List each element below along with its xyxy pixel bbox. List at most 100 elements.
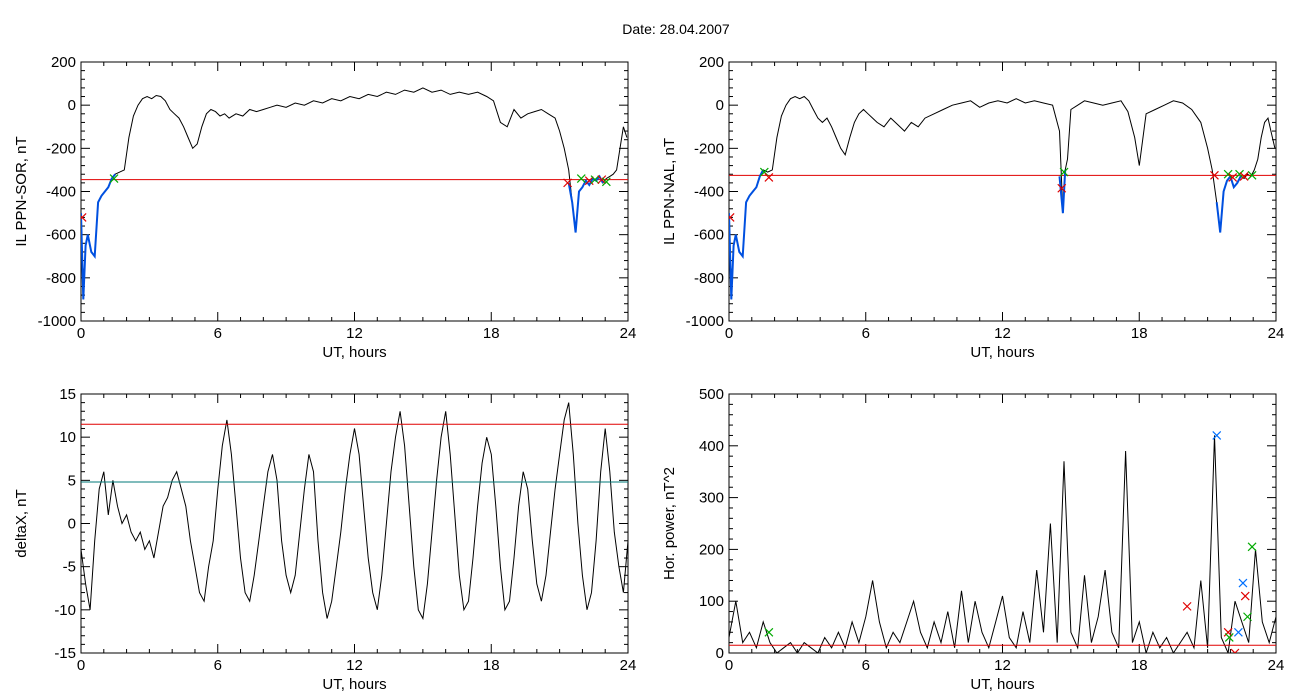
- y-tick-label: 500: [699, 386, 724, 403]
- x-tick-label: 24: [1268, 325, 1285, 342]
- series-highlight: [81, 173, 116, 300]
- marker-cross-red: [1223, 627, 1233, 637]
- marker-stroke: [764, 173, 774, 182]
- y-tick-label: -600: [694, 227, 724, 244]
- x-axis-label: UT, hours: [970, 676, 1034, 693]
- x-tick-label: 12: [994, 325, 1011, 342]
- x-tick-label: 0: [725, 325, 733, 342]
- y-axis-label: deltaX, nT: [13, 489, 30, 557]
- marker-stroke: [759, 167, 769, 177]
- marker-stroke: [576, 174, 586, 183]
- marker-stroke: [1224, 633, 1234, 642]
- y-tick-label: -200: [46, 140, 76, 157]
- y-axis-label: IL PPN-NAL, nT: [661, 138, 678, 245]
- y-tick-label: -400: [694, 184, 724, 201]
- marker-cross-red: [729, 212, 735, 222]
- marker-stroke: [1247, 542, 1257, 552]
- series-highlight: [567, 174, 604, 233]
- marker-stroke: [1230, 648, 1236, 653]
- y-tick-label: -15: [54, 645, 76, 662]
- marker-cross-green: [109, 174, 119, 183]
- plot-area-deltax: [81, 402, 628, 621]
- panel-deltax: 0 6 12 18 24 -15 -10 -5 0 5 10 15 UT, hours deltaX, n…: [13, 386, 636, 693]
- x-tick-label: 0: [725, 657, 733, 674]
- marker-stroke: [601, 177, 611, 187]
- y-tick-label: 200: [699, 541, 724, 558]
- y-tick-label: -1000: [686, 313, 724, 330]
- marker-cross-red: [764, 173, 774, 182]
- x-tick-label: 0: [77, 657, 85, 674]
- marker-stroke: [1247, 170, 1257, 180]
- marker-stroke: [729, 212, 735, 220]
- marker-stroke: [81, 212, 87, 220]
- marker-cross-red: [1228, 173, 1238, 182]
- marker-stroke: [1238, 578, 1248, 588]
- y-tick-label: -400: [46, 184, 76, 201]
- marker-cross-blue: [1212, 431, 1222, 440]
- marker-cross-red: [1210, 170, 1219, 180]
- marker-stroke: [764, 627, 774, 637]
- marker-cross-green: [1243, 612, 1252, 622]
- x-tick-label: 12: [994, 657, 1011, 674]
- panel-sor: 0 6 12 18 24 -1000 -800 -600 -400 -200 0 200 UT, hou…: [13, 54, 636, 361]
- marker-cross-red: [1182, 601, 1192, 611]
- series-line: [729, 435, 1276, 653]
- y-tick-label: 15: [59, 386, 76, 403]
- y-tick-label: 10: [59, 429, 76, 446]
- x-tick-label: 18: [483, 325, 500, 342]
- marker-stroke: [1223, 169, 1233, 179]
- marker-stroke: [1223, 627, 1233, 637]
- marker-cross-green: [764, 627, 774, 637]
- marker-cross-green: [1224, 633, 1234, 642]
- marker-cross-red: [1057, 183, 1067, 193]
- y-tick-label: 0: [716, 97, 724, 114]
- x-tick-label: 12: [346, 657, 363, 674]
- marker-cross-blue: [1233, 627, 1243, 637]
- marker-stroke: [1239, 171, 1249, 181]
- marker-cross-red: [597, 175, 607, 185]
- marker-cross-blue: [1238, 578, 1248, 588]
- marker-cross-green: [576, 174, 586, 183]
- x-tick-label: 18: [1131, 325, 1148, 342]
- y-tick-label: -600: [46, 227, 76, 244]
- series-highlight: [729, 169, 765, 300]
- marker-stroke: [590, 175, 600, 185]
- marker-cross-green: [1059, 167, 1069, 177]
- x-axis-label: UT, hours: [322, 344, 386, 361]
- y-tick-label: 200: [699, 54, 724, 71]
- y-tick-label: 0: [716, 645, 724, 662]
- series-highlight: [1215, 174, 1242, 233]
- marker-cross-green: [1235, 169, 1244, 179]
- y-tick-label: -800: [46, 270, 76, 287]
- y-tick-label: 0: [68, 97, 76, 114]
- y-tick-label: 200: [51, 54, 76, 71]
- x-tick-label: 0: [77, 325, 85, 342]
- y-tick-label: 300: [699, 490, 724, 507]
- x-tick-label: 18: [1131, 657, 1148, 674]
- marker-cross-green: [1247, 542, 1257, 552]
- x-tick-label: 24: [1268, 657, 1285, 674]
- x-tick-label: 24: [620, 657, 637, 674]
- y-tick-label: -5: [63, 559, 76, 576]
- marker-stroke: [109, 174, 119, 183]
- marker-stroke: [1234, 648, 1240, 653]
- marker-stroke: [1212, 431, 1222, 440]
- x-tick-label: 24: [620, 325, 637, 342]
- y-tick-label: -800: [694, 270, 724, 287]
- marker-stroke: [1233, 627, 1243, 637]
- plot-area-power: [729, 431, 1276, 653]
- y-tick-label: -1000: [38, 313, 76, 330]
- marker-stroke: [1057, 183, 1067, 193]
- marker-cross-green: [1247, 170, 1257, 180]
- panel-power: 0 6 12 18 24 0 100 200 300 400 500 UT, hours Hor. po…: [661, 386, 1284, 693]
- x-axis-label: UT, hours: [970, 344, 1034, 361]
- x-tick-label: 6: [862, 325, 870, 342]
- marker-cross-green: [1223, 169, 1233, 179]
- figure-title: Date: 28.04.2007: [622, 21, 730, 37]
- marker-cross-green: [590, 175, 600, 185]
- plot-area-sor: [81, 87, 628, 300]
- marker-cross-red: [563, 178, 573, 188]
- x-tick-label: 6: [862, 657, 870, 674]
- marker-stroke: [563, 178, 573, 188]
